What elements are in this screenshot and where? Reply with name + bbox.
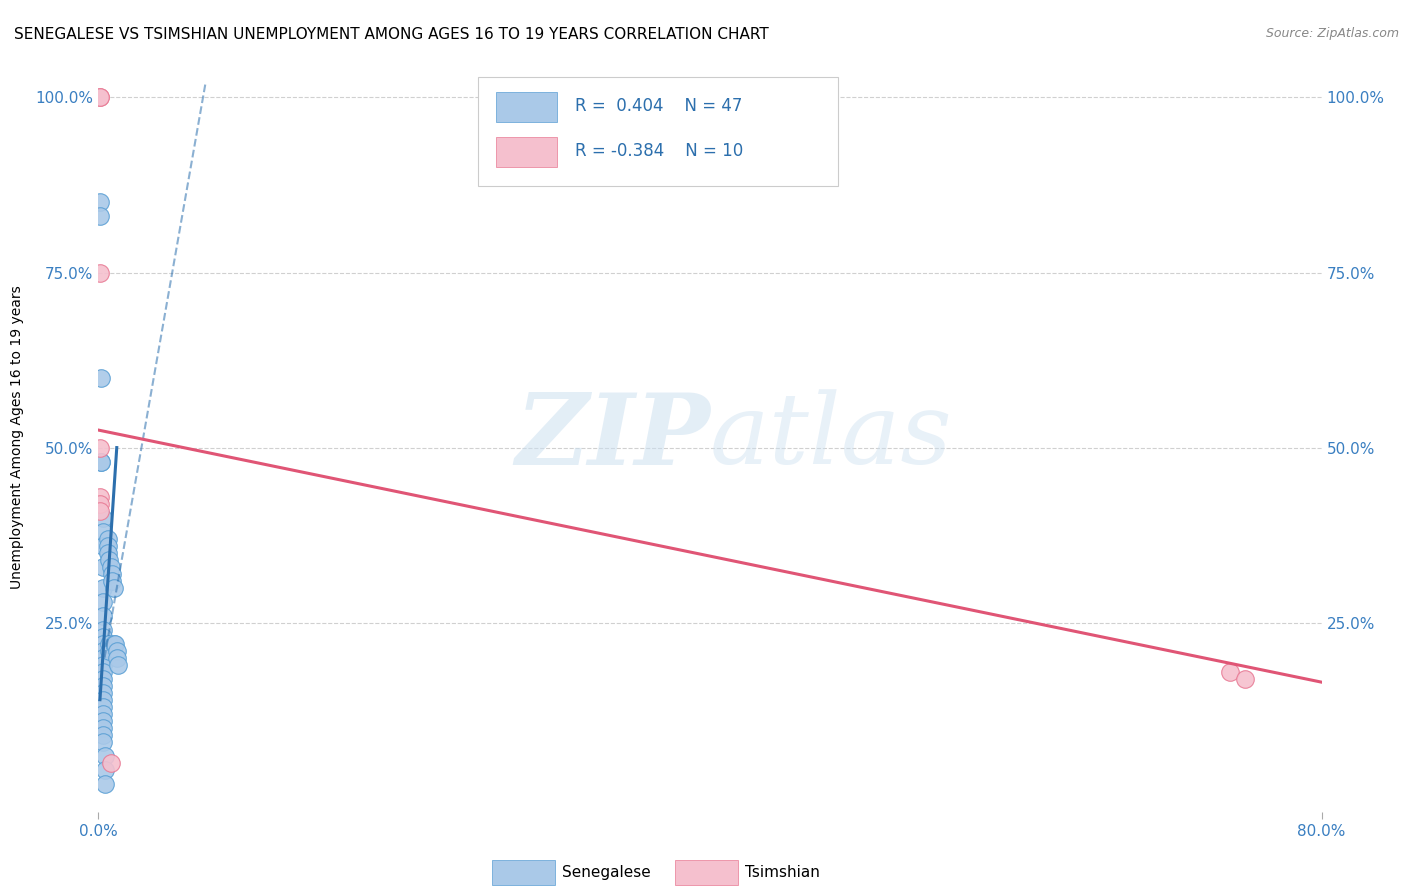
Point <box>90 454 112 468</box>
Point <box>98 552 121 566</box>
Point <box>91 581 114 595</box>
Text: R =  0.404    N = 47: R = 0.404 N = 47 <box>575 97 742 115</box>
Point <box>91 594 114 608</box>
Point <box>101 566 124 581</box>
Point <box>91 714 114 728</box>
Point <box>1234 672 1257 686</box>
Point <box>91 630 114 644</box>
Point <box>91 510 114 524</box>
Point <box>89 441 111 455</box>
Point <box>98 637 121 651</box>
Point <box>89 497 111 511</box>
Point <box>105 643 128 657</box>
Text: Senegalese: Senegalese <box>562 865 651 880</box>
Point <box>91 679 114 693</box>
Point <box>93 777 115 791</box>
Point <box>91 608 114 623</box>
Y-axis label: Unemployment Among Ages 16 to 19 years: Unemployment Among Ages 16 to 19 years <box>10 285 24 589</box>
Point <box>98 643 121 657</box>
FancyBboxPatch shape <box>478 78 838 186</box>
Point <box>91 699 114 714</box>
Point <box>91 524 114 539</box>
Point <box>91 559 114 574</box>
Text: atlas: atlas <box>710 390 953 484</box>
Point <box>91 734 114 748</box>
Point <box>91 623 114 637</box>
Point <box>104 637 127 651</box>
Bar <box>496 93 557 122</box>
Point <box>97 532 120 546</box>
Point <box>100 756 122 770</box>
Point <box>89 195 111 210</box>
Point <box>89 266 111 280</box>
Point <box>91 665 114 679</box>
Point <box>93 763 115 777</box>
Point <box>97 539 120 553</box>
Point <box>91 657 114 672</box>
Point <box>89 90 111 104</box>
Point <box>107 657 129 672</box>
Point <box>101 574 124 588</box>
Bar <box>496 137 557 168</box>
Point <box>90 370 112 384</box>
Point <box>91 643 114 657</box>
Text: ZIP: ZIP <box>515 389 710 485</box>
Point <box>105 650 128 665</box>
Text: SENEGALESE VS TSIMSHIAN UNEMPLOYMENT AMONG AGES 16 TO 19 YEARS CORRELATION CHART: SENEGALESE VS TSIMSHIAN UNEMPLOYMENT AMO… <box>14 27 769 42</box>
Point <box>91 686 114 700</box>
Point <box>91 637 114 651</box>
Text: Tsimshian: Tsimshian <box>745 865 820 880</box>
Point <box>89 490 111 504</box>
Point <box>89 90 111 104</box>
Point <box>91 650 114 665</box>
Point <box>90 454 112 468</box>
Point <box>103 581 125 595</box>
Point <box>91 692 114 706</box>
Point <box>91 706 114 721</box>
Point <box>89 503 111 517</box>
Text: Source: ZipAtlas.com: Source: ZipAtlas.com <box>1265 27 1399 40</box>
Point <box>91 728 114 742</box>
Point <box>103 637 125 651</box>
Text: R = -0.384    N = 10: R = -0.384 N = 10 <box>575 142 744 160</box>
Point <box>93 748 115 763</box>
Point <box>100 559 122 574</box>
Point <box>97 546 120 560</box>
Point <box>1219 665 1241 679</box>
Point <box>89 210 111 224</box>
Point <box>91 539 114 553</box>
Point <box>91 672 114 686</box>
Point <box>91 721 114 735</box>
